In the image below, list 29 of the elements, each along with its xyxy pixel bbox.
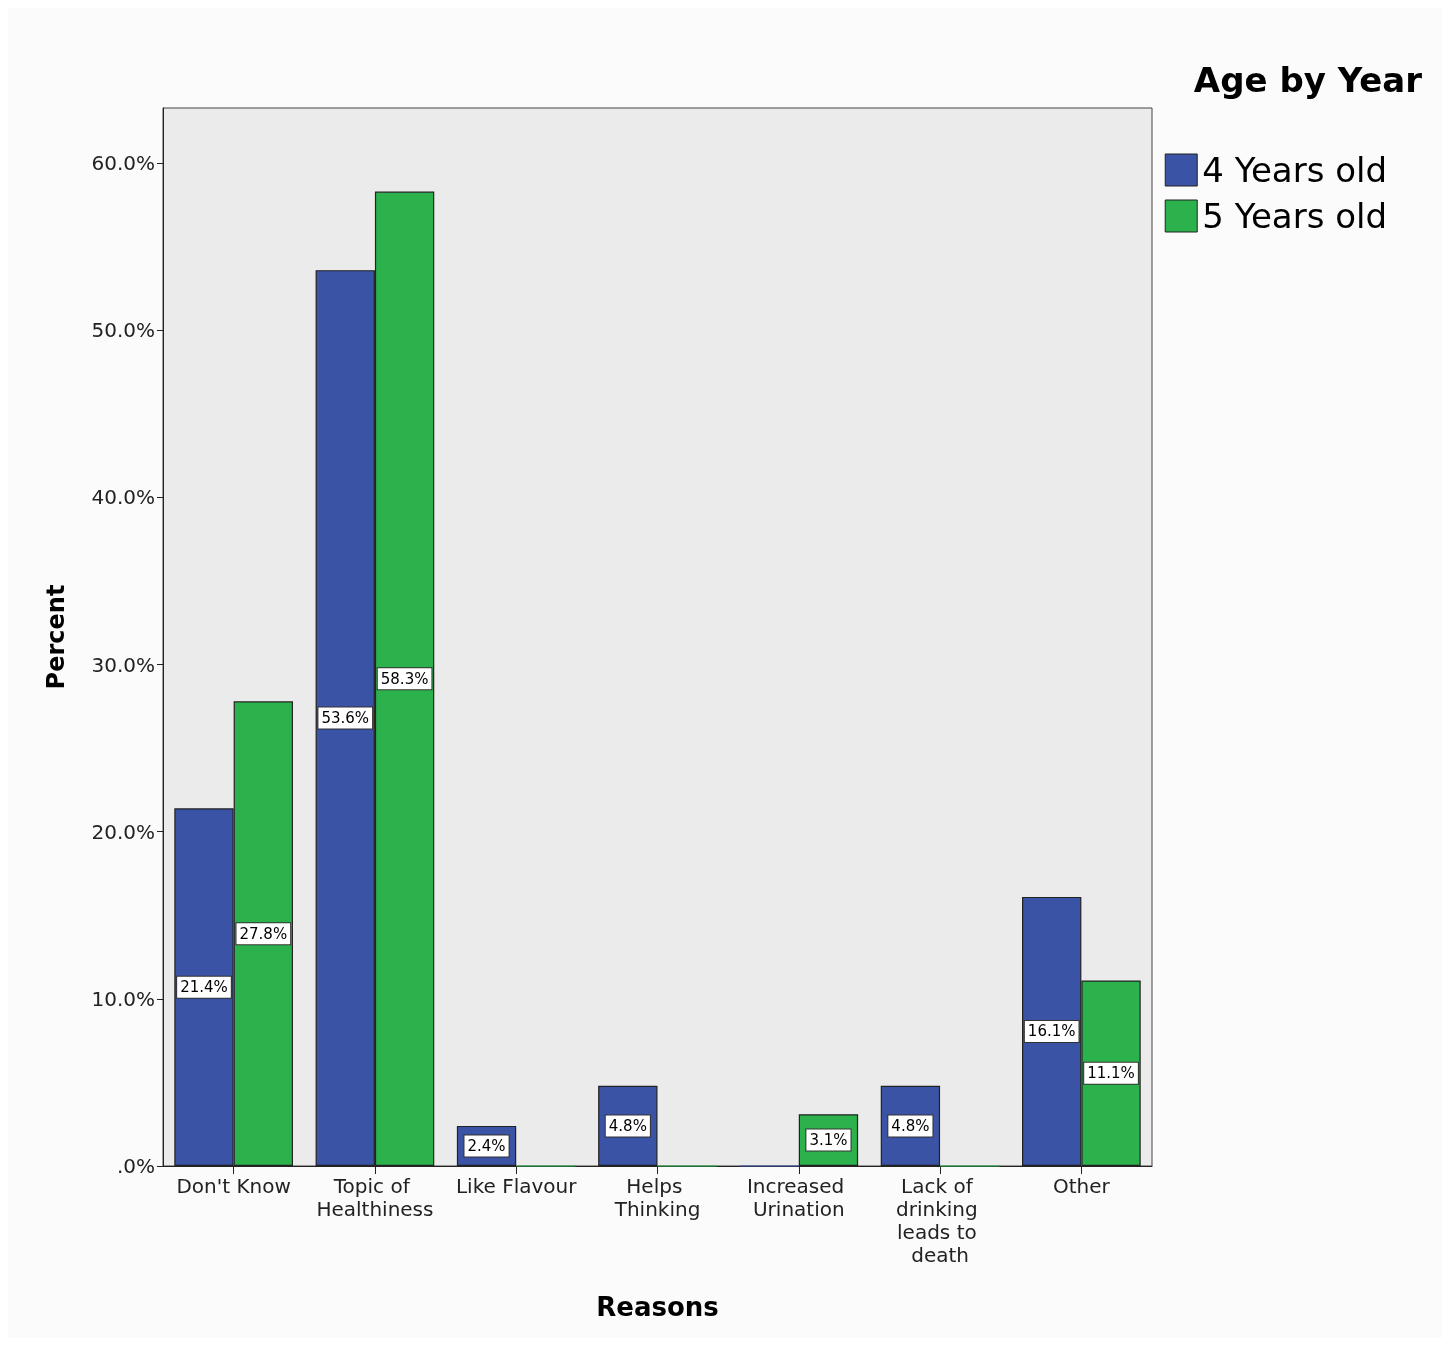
y-tick-label: 10.0% xyxy=(91,986,155,1011)
data-label: 58.3% xyxy=(380,669,429,688)
x-tick-label: Don't Know xyxy=(176,1173,291,1198)
data-label: 53.6% xyxy=(321,709,370,728)
data-label: 16.1% xyxy=(1027,1022,1076,1041)
y-tick-label: 60.0% xyxy=(91,151,155,176)
x-tick-label: Like Flavour xyxy=(455,1173,578,1198)
data-label: 21.4% xyxy=(180,978,228,997)
data-label: 3.1% xyxy=(809,1131,848,1150)
legend-label: 5 Years old xyxy=(1202,196,1388,236)
data-label: 2.4% xyxy=(467,1136,506,1155)
legend-label: 4 Years old xyxy=(1202,150,1388,190)
y-tick-label: 40.0% xyxy=(91,485,155,510)
x-tick-label: Helps Thinking xyxy=(613,1173,701,1221)
x-axis-title: Reasons xyxy=(596,1292,719,1322)
x-tick-label: Other xyxy=(1052,1173,1111,1198)
x-tick-label: Increased Urination xyxy=(746,1173,851,1221)
x-tick-label: Topic of Healthiness xyxy=(316,1173,434,1221)
y-axis-title: Percent xyxy=(42,584,70,690)
y-tick-label: 50.0% xyxy=(91,318,155,343)
data-label: 27.8% xyxy=(239,924,288,943)
data-label: 4.8% xyxy=(891,1116,930,1135)
x-tick-label: Lack of drinking leads to death xyxy=(896,1173,985,1267)
y-tick-label: .0% xyxy=(116,1154,155,1178)
y-tick-label: 20.0% xyxy=(91,819,155,844)
data-label: 11.1% xyxy=(1087,1064,1135,1083)
data-label: 4.8% xyxy=(608,1116,647,1135)
legend-title: Age by Year xyxy=(1193,60,1423,100)
y-tick-label: 30.0% xyxy=(91,652,155,677)
